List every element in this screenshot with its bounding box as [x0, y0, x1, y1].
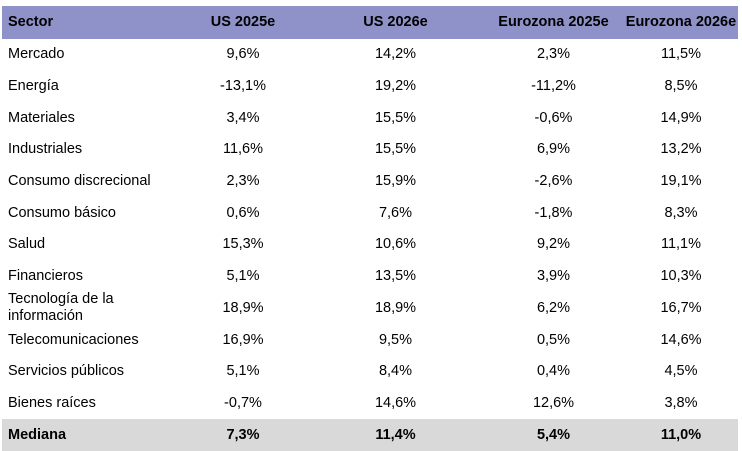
us-2025e-cell: 18,9%: [222, 299, 264, 316]
us-2025e-cell: 15,3%: [222, 236, 264, 253]
us-2026e-cell: 10,6%: [374, 236, 417, 253]
eurozona-2026e-cell: 11,5%: [660, 46, 702, 63]
sector-cell: Consumo discrecional: [8, 173, 151, 190]
footer-eurozona-2026e: 11,0%: [660, 426, 702, 443]
us-2026e-cell: 9,5%: [378, 331, 413, 348]
footer-label: Mediana: [8, 426, 67, 443]
eurozona-2026e-cell: 4,5%: [664, 363, 698, 380]
sector-cell: Telecomunicaciones: [8, 331, 139, 348]
eurozona-2025e-cell: 12,6%: [532, 394, 575, 411]
us-2026e-cell: 18,9%: [374, 299, 417, 316]
us-2026e-cell: 14,6%: [374, 394, 417, 411]
us-2026e-cell: 14,2%: [374, 46, 417, 63]
sector-cell: Industriales: [8, 141, 83, 158]
us-2025e-cell: 3,4%: [226, 109, 260, 126]
us-2026e-cell: 15,5%: [374, 109, 417, 126]
table-header-row: Sector US 2025e US 2026e Eurozona 2025e …: [2, 6, 738, 39]
eurozona-2025e-cell: 6,2%: [536, 299, 571, 316]
us-2025e-cell: -0,7%: [224, 394, 262, 411]
eurozona-2026e-cell: 8,5%: [664, 78, 698, 95]
sector-cell: Energía: [8, 78, 59, 95]
sector-earnings-table: Sector US 2025e US 2026e Eurozona 2025e …: [2, 6, 738, 451]
us-2026e-cell: 13,5%: [374, 268, 417, 285]
table-row: Salud 15,3% 10,6% 9,2% 11,1%: [2, 229, 738, 261]
header-eurozona-2026e: Eurozona 2026e: [625, 14, 737, 30]
eurozona-2026e-cell: 8,3%: [664, 204, 698, 221]
sector-cell: Salud: [8, 236, 46, 253]
header-sector: Sector: [8, 14, 54, 30]
us-2026e-cell: 8,4%: [378, 363, 413, 380]
table-row: Bienes raíces -0,7% 14,6% 12,6% 3,8%: [2, 388, 738, 420]
us-2025e-cell: 0,6%: [226, 204, 260, 221]
us-2025e-cell: 16,9%: [222, 331, 264, 348]
sector-cell: Tecnología de la información: [8, 291, 114, 325]
eurozona-2025e-cell: -2,6%: [534, 173, 573, 190]
table-row: Consumo discrecional 2,3% 15,9% -2,6% 19…: [2, 166, 738, 198]
us-2025e-cell: 11,6%: [222, 141, 264, 158]
eurozona-2025e-cell: 0,5%: [536, 331, 571, 348]
eurozona-2026e-cell: 3,8%: [664, 394, 698, 411]
table-row: Financieros 5,1% 13,5% 3,9% 10,3%: [2, 261, 738, 293]
eurozona-2026e-cell: 16,7%: [660, 299, 702, 316]
eurozona-2025e-cell: 3,9%: [536, 268, 571, 285]
eurozona-2026e-cell: 14,9%: [660, 109, 702, 126]
header-eurozona-2025e: Eurozona 2025e: [498, 14, 609, 30]
sector-cell: Servicios públicos: [8, 363, 125, 380]
footer-us-2026e: 11,4%: [375, 426, 416, 443]
eurozona-2025e-cell: -11,2%: [531, 78, 576, 95]
table-row: Materiales 3,4% 15,5% -0,6% 14,9%: [2, 102, 738, 134]
sector-cell: Financieros: [8, 268, 83, 285]
header-us-2025e: US 2025e: [210, 14, 276, 30]
us-2025e-cell: -13,1%: [220, 78, 266, 95]
eurozona-2026e-cell: 14,6%: [660, 331, 702, 348]
sector-cell: Materiales: [8, 109, 75, 126]
eurozona-2025e-cell: -0,6%: [534, 109, 573, 126]
table-row: Energía -13,1% 19,2% -11,2% 8,5%: [2, 71, 738, 103]
eurozona-2025e-cell: 0,4%: [536, 363, 571, 380]
us-2025e-cell: 9,6%: [226, 46, 260, 63]
eurozona-2026e-cell: 11,1%: [660, 236, 702, 253]
us-2026e-cell: 19,2%: [374, 78, 417, 95]
eurozona-2025e-cell: 2,3%: [536, 46, 571, 63]
table-row: Consumo básico 0,6% 7,6% -1,8% 8,3%: [2, 197, 738, 229]
sector-cell: Bienes raíces: [8, 394, 96, 411]
us-2026e-cell: 7,6%: [378, 204, 413, 221]
eurozona-2025e-cell: -1,8%: [534, 204, 573, 221]
us-2025e-cell: 2,3%: [226, 173, 260, 190]
eurozona-2025e-cell: 6,9%: [536, 141, 571, 158]
footer-us-2025e: 7,3%: [226, 426, 260, 443]
eurozona-2026e-cell: 19,1%: [660, 173, 702, 190]
table-row: Telecomunicaciones 16,9% 9,5% 0,5% 14,6%: [2, 324, 738, 356]
table-row: Tecnología de la información 18,9% 18,9%…: [2, 291, 738, 325]
footer-eurozona-2025e: 5,4%: [536, 426, 571, 443]
eurozona-2025e-cell: 9,2%: [536, 236, 571, 253]
table-row: Industriales 11,6% 15,5% 6,9% 13,2%: [2, 134, 738, 166]
eurozona-2026e-cell: 13,2%: [660, 141, 702, 158]
table-row: Mercado 9,6% 14,2% 2,3% 11,5%: [2, 39, 738, 71]
table-footer-row: Mediana 7,3% 11,4% 5,4% 11,0%: [2, 419, 738, 451]
sector-cell: Consumo básico: [8, 204, 116, 221]
header-us-2026e: US 2026e: [363, 14, 428, 30]
us-2025e-cell: 5,1%: [226, 363, 260, 380]
us-2025e-cell: 5,1%: [226, 268, 260, 285]
table-row: Servicios públicos 5,1% 8,4% 0,4% 4,5%: [2, 356, 738, 388]
eurozona-2026e-cell: 10,3%: [660, 268, 702, 285]
us-2026e-cell: 15,5%: [374, 141, 417, 158]
us-2026e-cell: 15,9%: [374, 173, 417, 190]
sector-cell: Mercado: [8, 46, 65, 63]
